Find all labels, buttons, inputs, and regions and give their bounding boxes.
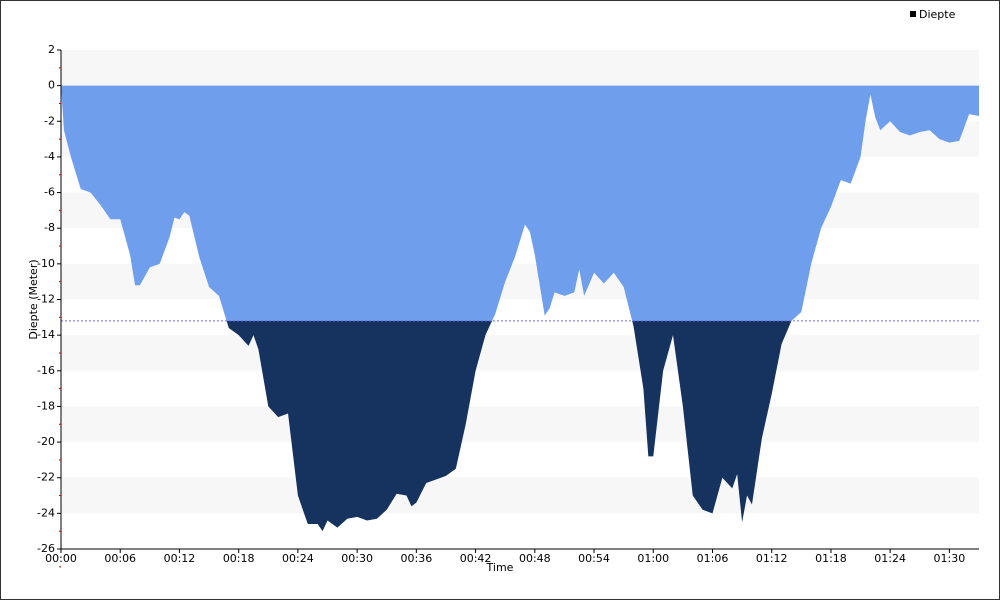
grid-band (61, 50, 979, 86)
x-tick-label: 00:06 (104, 552, 136, 565)
grid-band (61, 335, 979, 371)
y-tick-label: 2 (48, 43, 55, 56)
y-tick-label: -14 (37, 328, 55, 341)
legend-label: Diepte (919, 8, 956, 21)
x-tick-label: 01:18 (815, 552, 847, 565)
y-tick-label: -12 (37, 293, 55, 306)
x-tick-label: 00:00 (45, 552, 77, 565)
grid-band (61, 406, 979, 443)
y-tick-label: -26 (37, 542, 55, 555)
y-tick-label: -10 (37, 257, 55, 270)
y-tick-label: 0 (48, 79, 55, 92)
x-tick-label: 00:42 (460, 552, 492, 565)
x-tick-label: 00:48 (519, 552, 551, 565)
y-tick-label: -20 (37, 435, 55, 448)
x-tick-label: 00:18 (223, 552, 255, 565)
y-tick-label: -2 (44, 114, 55, 127)
y-tick-label: -24 (37, 506, 55, 519)
x-tick-label: 01:12 (756, 552, 788, 565)
grid-band (61, 263, 979, 300)
y-tick-label: -6 (44, 186, 55, 199)
grid-band (61, 477, 979, 514)
y-tick-label: -22 (37, 471, 55, 484)
y-tick-label: -8 (44, 221, 55, 234)
x-tick-label: 01:30 (934, 552, 966, 565)
x-tick-label: 00:36 (401, 552, 433, 565)
legend-swatch (910, 11, 916, 17)
x-tick-label: 00:30 (341, 552, 373, 565)
x-axis-label: Time (486, 561, 514, 574)
area-below (226, 320, 792, 532)
y-axis-label: Diepte (Meter) (27, 259, 40, 339)
x-tick-label: 01:24 (874, 552, 906, 565)
x-tick-label: 01:00 (637, 552, 669, 565)
x-tick-label: 00:12 (164, 552, 196, 565)
x-tick-label: 00:24 (282, 552, 314, 565)
x-tick-label: 00:54 (578, 552, 610, 565)
y-tick-label: -16 (37, 364, 55, 377)
x-tick-label: 01:06 (697, 552, 729, 565)
y-tick-label: -18 (37, 399, 55, 412)
area (61, 85, 979, 321)
y-tick-label: -4 (44, 150, 55, 163)
